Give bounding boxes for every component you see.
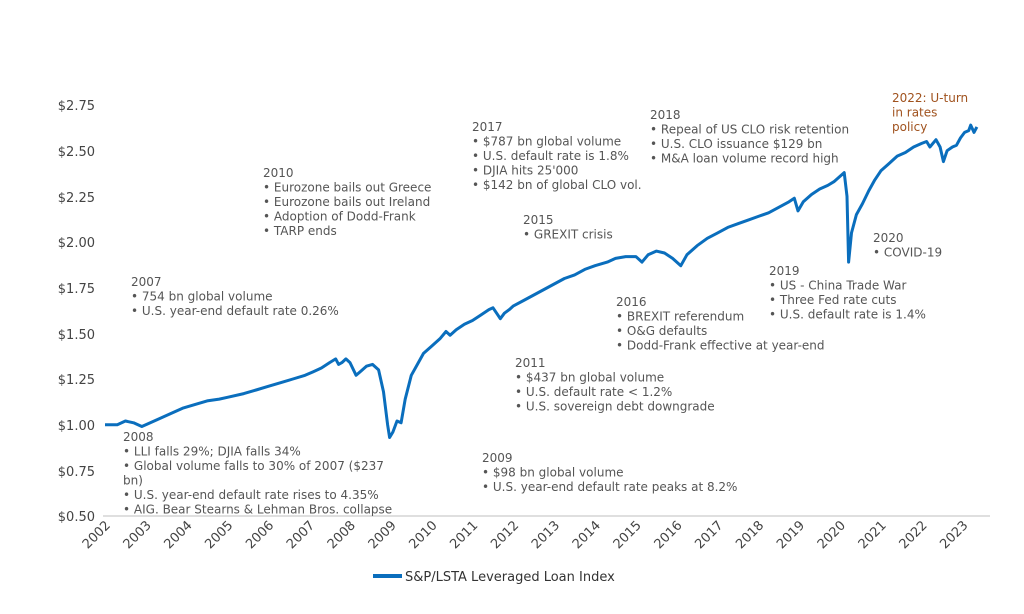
annotations: 2007• 754 bn global volume• U.S. year-en… bbox=[123, 91, 968, 517]
annotation-item: • U.S. default rate is 1.8% bbox=[472, 149, 629, 163]
annotation-item: • M&A loan volume record high bbox=[650, 152, 839, 166]
annotation-2010: 2010• Eurozone bails out Greece• Eurozon… bbox=[263, 166, 431, 238]
x-tick-label: 2021 bbox=[856, 518, 890, 552]
annotation-item: • U.S. year-end default rate rises to 4.… bbox=[123, 488, 379, 502]
annotation-item: • BREXIT referendum bbox=[616, 310, 744, 324]
series-group bbox=[105, 123, 979, 439]
y-axis: $2.75 $2.50 $2.25 $2.00 $1.75 $1.50 $1.2… bbox=[58, 99, 95, 525]
annotation-item: • Eurozone bails out Ireland bbox=[263, 195, 430, 209]
annotation-item: • LLI falls 29%; DJIA falls 34% bbox=[123, 445, 301, 459]
x-tick-label: 2015 bbox=[611, 518, 645, 552]
annotation-item: • COVID-19 bbox=[873, 246, 942, 260]
x-tick-label: 2007 bbox=[284, 518, 318, 552]
annotation-item: • U.S. default rate is 1.4% bbox=[769, 308, 926, 322]
x-tick-label: 2011 bbox=[447, 518, 481, 552]
x-tick-label: 2003 bbox=[121, 518, 155, 552]
y-tick-label: $1.25 bbox=[58, 373, 95, 388]
annotation-year: 2008 bbox=[123, 430, 154, 444]
annotation-item: • $142 bn of global CLO vol. bbox=[472, 178, 642, 192]
x-tick-label: 2013 bbox=[529, 518, 563, 552]
x-tick-label: 2018 bbox=[733, 518, 767, 552]
annotation-item: in rates bbox=[892, 106, 937, 120]
annotation-2017: 2017• $787 bn global volume• U.S. defaul… bbox=[472, 120, 642, 192]
legend-label: S&P/LSTA Leveraged Loan Index bbox=[405, 570, 615, 585]
annotation-2018: 2018• Repeal of US CLO risk retention• U… bbox=[650, 108, 849, 166]
y-tick-label: $1.00 bbox=[58, 419, 95, 434]
annotation-item: • GREXIT crisis bbox=[523, 228, 613, 242]
x-tick-label: 2006 bbox=[243, 518, 277, 552]
annotation-2007: 2007• 754 bn global volume• U.S. year-en… bbox=[131, 275, 339, 318]
x-tick-label: 2016 bbox=[652, 518, 686, 552]
annotation-year: 2010 bbox=[263, 166, 294, 180]
annotation-2009: 2009• $98 bn global volume• U.S. year-en… bbox=[482, 451, 737, 494]
annotation-item: • U.S. default rate < 1.2% bbox=[515, 385, 672, 399]
annotation-item: • AIG. Bear Stearns & Lehman Bros. colla… bbox=[123, 503, 392, 517]
series-line bbox=[105, 123, 979, 439]
annotation-item: • Eurozone bails out Greece bbox=[263, 181, 431, 195]
annotation-item: • $787 bn global volume bbox=[472, 135, 621, 149]
x-tick-label: 2005 bbox=[202, 518, 236, 552]
y-tick-label: $2.00 bbox=[58, 236, 95, 251]
y-tick-label: $2.25 bbox=[58, 191, 95, 206]
annotation-item: • U.S. year-end default rate 0.26% bbox=[131, 304, 339, 318]
x-tick-label: 2020 bbox=[815, 518, 849, 552]
annotation-item: • $437 bn global volume bbox=[515, 371, 664, 385]
x-tick-label: 2019 bbox=[774, 518, 808, 552]
annotation-item: • U.S. sovereign debt downgrade bbox=[515, 400, 715, 414]
x-tick-label: 2009 bbox=[366, 518, 400, 552]
annotation-year: 2016 bbox=[616, 295, 647, 309]
x-tick-label: 2022 bbox=[897, 518, 931, 552]
x-tick-label: 2012 bbox=[488, 518, 522, 552]
y-tick-label: $1.50 bbox=[58, 328, 95, 343]
x-tick-label: 2008 bbox=[325, 518, 359, 552]
annotation-year: 2011 bbox=[515, 356, 546, 370]
annotation-item: • DJIA hits 25'000 bbox=[472, 164, 578, 178]
annotation-2019: 2019• US - China Trade War• Three Fed ra… bbox=[769, 264, 926, 322]
x-tick-label: 2004 bbox=[161, 518, 195, 552]
y-tick-label: $1.75 bbox=[58, 282, 95, 297]
annotation-item: • Repeal of US CLO risk retention bbox=[650, 123, 849, 137]
x-tick-label: 2014 bbox=[570, 518, 604, 552]
annotation-item: • Dodd-Frank effective at year-end bbox=[616, 339, 825, 353]
annotation-year: 2009 bbox=[482, 451, 513, 465]
annotation-item: • 754 bn global volume bbox=[131, 290, 273, 304]
x-tick-label: 2017 bbox=[692, 518, 726, 552]
annotation-year: 2015 bbox=[523, 213, 554, 227]
annotation-year: 2020 bbox=[873, 231, 904, 245]
annotation-item: • U.S. CLO issuance $129 bn bbox=[650, 137, 822, 151]
y-tick-label: $2.75 bbox=[58, 99, 95, 114]
annotation-item: policy bbox=[892, 120, 927, 134]
annotation-year: 2017 bbox=[472, 120, 503, 134]
annotation-year: 2022: U-turn bbox=[892, 91, 968, 105]
annotation-2016: 2016• BREXIT referendum• O&G defaults• D… bbox=[616, 295, 825, 353]
annotation-item: • U.S. year-end default rate peaks at 8.… bbox=[482, 480, 737, 494]
legend: S&P/LSTA Leveraged Loan Index bbox=[373, 570, 615, 585]
annotation-year: 2018 bbox=[650, 108, 681, 122]
annotation-2020: 2020• COVID-19 bbox=[873, 231, 942, 260]
y-tick-label: $0.50 bbox=[58, 510, 95, 525]
annotation-item: bn) bbox=[123, 474, 143, 488]
x-tick-label: 2010 bbox=[407, 518, 441, 552]
x-axis: 2002 2003 2004 2005 2006 2007 2008 2009 2010 2011… bbox=[80, 518, 972, 552]
annotation-item: • Global volume falls to 30% of 2007 ($2… bbox=[123, 459, 384, 473]
annotation-item: • $98 bn global volume bbox=[482, 466, 624, 480]
annotation-item: • Adoption of Dodd-Frank bbox=[263, 210, 416, 224]
annotation-2008: 2008• LLI falls 29%; DJIA falls 34%• Glo… bbox=[123, 430, 392, 517]
annotation-item: • US - China Trade War bbox=[769, 279, 906, 293]
annotation-year: 2007 bbox=[131, 275, 162, 289]
y-tick-label: $0.75 bbox=[58, 465, 95, 480]
annotation-item: • Three Fed rate cuts bbox=[769, 293, 897, 307]
annotation-year: 2019 bbox=[769, 264, 800, 278]
annotation-item: • O&G defaults bbox=[616, 324, 707, 338]
annotation-2011: 2011• $437 bn global volume• U.S. defaul… bbox=[515, 356, 715, 414]
x-tick-label: 2023 bbox=[937, 518, 971, 552]
y-tick-label: $2.50 bbox=[58, 145, 95, 160]
annotation-2015: 2015• GREXIT crisis bbox=[523, 213, 613, 242]
annotation-item: • TARP ends bbox=[263, 224, 337, 238]
